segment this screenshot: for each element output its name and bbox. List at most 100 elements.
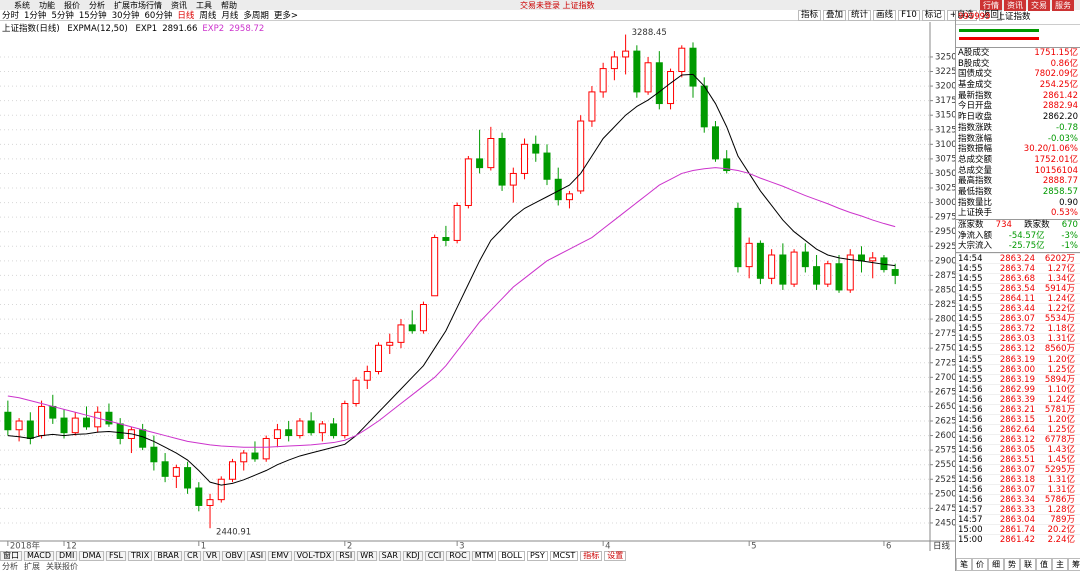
menu-item: 分析 xyxy=(89,0,105,10)
candle-body xyxy=(139,429,147,448)
quote-row: 总成交额 1752.01亿 xyxy=(956,155,1080,166)
trade-time: 14:56 xyxy=(958,424,983,435)
y-tick-label: 2450 xyxy=(935,518,955,528)
trade-row: 14:55 2863.72 1.18亿 xyxy=(956,323,1080,335)
legend-name: EXP1 xyxy=(135,24,158,34)
candle-body xyxy=(801,251,809,268)
trade-price: 2863.33 xyxy=(999,505,1035,516)
indicator-tab: DMI xyxy=(55,551,78,561)
tool-buttons: 指标 叠加 统计 画线 F10 标记 +自选 返回 xyxy=(798,10,1004,21)
candle-body xyxy=(891,269,899,276)
candle-body xyxy=(498,137,506,186)
indicator-name: EXPMA(12,50) xyxy=(67,24,128,34)
candle-body xyxy=(195,487,203,506)
trade-row: 15:00 2861.42 2.24亿 xyxy=(956,534,1080,546)
trade-price: 2863.00 xyxy=(999,364,1035,375)
trade-volume: 1.31亿 xyxy=(1047,485,1075,496)
y-tick-label: 2700 xyxy=(935,373,955,383)
trade-price: 2861.74 xyxy=(999,525,1035,536)
y-tick-label: 2650 xyxy=(935,402,955,412)
candle-body xyxy=(824,263,832,285)
trade-price: 2863.12 xyxy=(999,434,1035,445)
candle-body xyxy=(532,143,540,154)
trade-volume: 5914万 xyxy=(1044,284,1075,295)
indicator-tab: CR xyxy=(184,551,202,561)
tool-button: 画线 xyxy=(873,10,897,21)
candle-body xyxy=(768,254,776,279)
trade-volume: 1.31亿 xyxy=(1047,334,1075,345)
trade-row: 14:55 2864.11 1.24亿 xyxy=(956,293,1080,305)
trade-row: 14:56 2863.34 5786万 xyxy=(956,494,1080,506)
y-tick-label: 2675 xyxy=(935,387,955,397)
candle-body xyxy=(341,403,349,437)
trade-time: 14:55 xyxy=(958,354,983,365)
y-tick-label: 3225 xyxy=(935,67,955,77)
trade-row: 14:55 2863.12 8560万 xyxy=(956,343,1080,355)
quote-row: 最高指数 2888.77 xyxy=(956,176,1080,187)
candle-body xyxy=(397,324,405,343)
indicator-tab: BOLL xyxy=(498,551,525,561)
trade-volume: 1.20亿 xyxy=(1047,414,1075,425)
trade-price: 2863.72 xyxy=(999,324,1035,335)
menu-item: 扩展市场行情 xyxy=(114,0,162,10)
panel-tab: 主 xyxy=(1052,558,1068,571)
tool-button: 返回 xyxy=(978,10,1002,21)
trade-price: 2863.39 xyxy=(999,394,1035,405)
trade-volume: 8560万 xyxy=(1044,344,1075,355)
menu-item: 系统 xyxy=(14,0,30,10)
quote-value: 1752.01亿 xyxy=(1034,154,1078,165)
trade-time: 14:57 xyxy=(958,515,983,526)
trade-time: 14:56 xyxy=(958,495,983,506)
trade-price: 2863.18 xyxy=(999,475,1035,486)
trade-volume: 1.24亿 xyxy=(1047,294,1075,305)
candle-body xyxy=(262,437,270,460)
period-tabs: 分时 1分钟 5分钟 15分钟 30分钟 60分钟 日线 周线 月线 多周期 更多> xyxy=(0,10,955,21)
quote-label: 上证换手 xyxy=(958,208,993,219)
y-tick-label: 2575 xyxy=(935,446,955,456)
bar xyxy=(959,29,1039,32)
quote-value: 2861.42 xyxy=(1042,90,1078,101)
period-tab: 分时 xyxy=(2,11,20,21)
candle-body xyxy=(622,50,630,58)
y-tick-label: 3250 xyxy=(935,52,955,62)
candle-body xyxy=(565,193,573,201)
tool-button: +自选 xyxy=(946,10,977,21)
indicator-tab: 窗口 xyxy=(0,551,22,561)
flow-item: -3% xyxy=(1061,230,1078,241)
panel-tab: 联 xyxy=(1020,558,1036,571)
quote-row: 上证换手 0.53% xyxy=(956,208,1080,219)
trade-volume: 5894万 xyxy=(1044,374,1075,385)
period-tab: 1分钟 xyxy=(24,11,47,21)
trade-volume: 5534万 xyxy=(1044,314,1075,325)
indicator-tab: RSI xyxy=(336,551,356,561)
trade-price: 2861.42 xyxy=(999,535,1035,546)
breadth-row: 涨家数 734 跌家数 670 xyxy=(956,219,1080,231)
trade-row: 14:57 2863.04 789万 xyxy=(956,514,1080,526)
y-tick-label: 3175 xyxy=(935,96,955,106)
candle-body xyxy=(82,417,90,428)
candle-body xyxy=(521,143,529,174)
candle-body xyxy=(734,207,742,268)
breadth-item: 670 xyxy=(1061,220,1078,230)
candle-body xyxy=(296,420,304,437)
trade-price: 2863.19 xyxy=(999,354,1035,365)
trade-time: 14:56 xyxy=(958,434,983,445)
trade-time: 14:55 xyxy=(958,364,983,375)
candle-body xyxy=(464,158,472,206)
candle-body xyxy=(60,417,68,434)
candle-body xyxy=(184,467,192,489)
top-tab: 行情 xyxy=(980,0,1002,11)
quote-value: 0.53% xyxy=(1050,208,1078,219)
quote-code: 999999 xyxy=(958,12,991,22)
breadth-item: 跌家数 xyxy=(1024,220,1050,230)
candle-body xyxy=(71,417,79,434)
flow-item: 大宗流入 xyxy=(958,241,993,252)
quote-name: 上证指数 xyxy=(996,12,1031,22)
tool-button: F10 xyxy=(898,10,920,21)
candle-body xyxy=(756,242,764,279)
flow-item: 净流入额 xyxy=(958,230,993,241)
candle-body xyxy=(644,62,652,93)
flow-item: -25.75亿 xyxy=(1008,241,1045,252)
candle-body xyxy=(745,242,753,268)
y-tick-label: 2500 xyxy=(935,489,955,499)
